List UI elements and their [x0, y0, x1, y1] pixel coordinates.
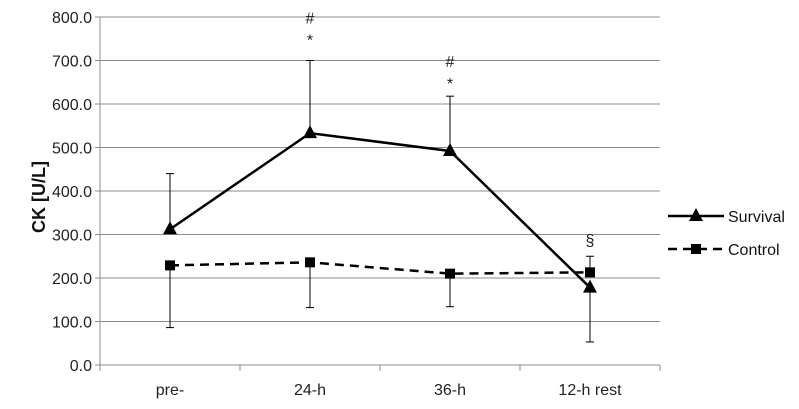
data-point-control — [585, 267, 595, 278]
annotation: § — [586, 232, 595, 249]
significance-annotations: # * # * § — [306, 11, 595, 250]
data-point-survival — [163, 221, 177, 235]
data-point-control — [445, 268, 455, 279]
y-axis-label: CK [U/L] — [29, 161, 49, 233]
y-tick-label: 300.0 — [52, 228, 92, 245]
y-tick-label: 500.0 — [52, 141, 92, 158]
annotation: # — [306, 11, 315, 28]
annotation: * — [447, 76, 453, 93]
x-tick-label: 24-h — [294, 382, 326, 399]
series-line-control — [169, 261, 591, 275]
annotation: # — [446, 54, 455, 71]
y-tick-label: 400.0 — [52, 184, 92, 201]
data-point-survival — [303, 125, 317, 139]
x-tick-labels: pre- 24-h 36-h 12-h rest — [156, 382, 622, 399]
y-tick-label: 100.0 — [52, 315, 92, 332]
series-markers — [163, 125, 597, 293]
gridlines — [100, 16, 660, 322]
error-bars — [166, 60, 594, 343]
x-tick-label: 36-h — [434, 382, 466, 399]
legend: Survival Control — [668, 208, 785, 259]
y-tick-label: 600.0 — [52, 97, 92, 114]
y-tick-label: 200.0 — [52, 271, 92, 288]
legend-marker-survival — [689, 208, 703, 221]
y-tick-label: 0.0 — [70, 358, 92, 375]
data-point-survival — [443, 142, 457, 156]
y-tick-label: 700.0 — [52, 54, 92, 71]
x-tick-label: 12-h rest — [558, 382, 622, 399]
y-tick-labels: 0.0 100.0 200.0 300.0 400.0 500.0 600.0 700.0 80… — [52, 10, 92, 375]
axes — [95, 16, 661, 371]
series-line-survival — [169, 131, 591, 289]
legend-marker-control — [691, 244, 701, 254]
series-lines — [169, 131, 591, 289]
data-point-control — [165, 260, 175, 271]
x-tick-label: pre- — [156, 382, 184, 399]
annotation: * — [307, 32, 313, 49]
data-point-control — [305, 257, 315, 268]
y-tick-label: 800.0 — [52, 10, 92, 27]
legend-label-survival: Survival — [728, 209, 785, 226]
data-point-survival — [583, 279, 597, 293]
legend-label-control: Control — [728, 242, 780, 259]
